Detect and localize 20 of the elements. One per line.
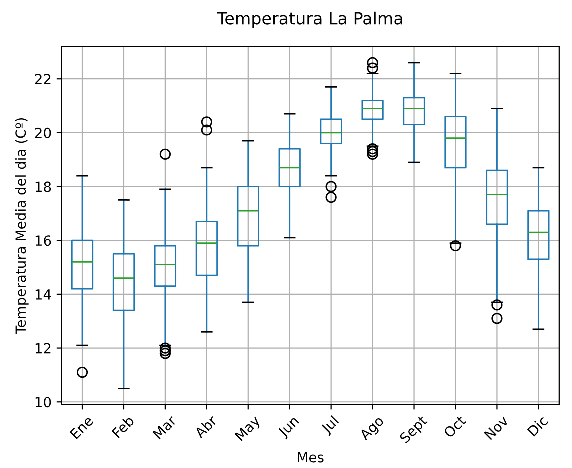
y-tick-label: 16 — [36, 236, 52, 246]
chart-title: Temperatura La Palma — [217, 12, 402, 28]
x-tick-label: Ene — [70, 415, 94, 440]
y-tick-label: 12 — [36, 343, 51, 354]
y-tick-label: 20 — [35, 128, 52, 138]
x-axis-title: Mes — [298, 452, 324, 463]
y-tick-label: 18 — [36, 182, 52, 192]
y-axis-title: Temperatura Media del dia (Cº) — [15, 118, 29, 334]
x-tick-label: Feb — [112, 415, 135, 439]
y-tick-label: 22 — [35, 74, 51, 84]
x-tick-label: Abr — [194, 414, 218, 440]
x-tick-label: Oct — [443, 414, 467, 439]
x-tick-label: Jul — [320, 415, 342, 436]
y-tick-label: 14 — [36, 290, 52, 300]
y-tick-label: 10 — [36, 397, 52, 408]
x-tick-label: Jun — [277, 416, 302, 440]
x-tick-label: Ago — [358, 415, 386, 443]
x-tick-label: Nov — [484, 415, 510, 440]
x-tick-label: Mar — [152, 414, 178, 440]
x-tick-label: Dic — [527, 415, 549, 437]
